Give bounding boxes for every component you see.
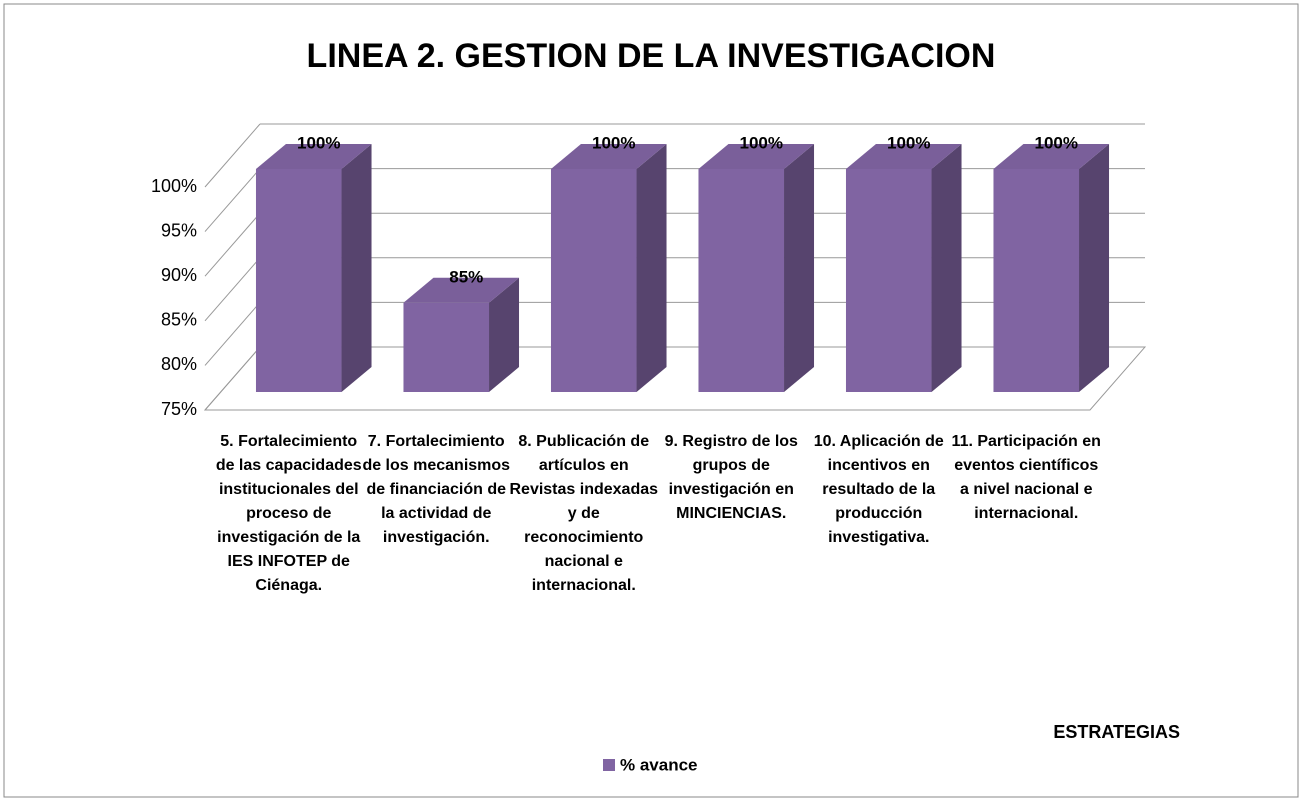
grid-line <box>204 123 261 188</box>
x-tick-label: 7. Fortalecimiento de los mecanismos de … <box>362 433 511 546</box>
bar-side <box>636 144 667 392</box>
bar-top <box>255 144 372 169</box>
bar-side <box>784 144 815 392</box>
bar-top <box>993 144 1110 169</box>
y-tick-label: 90% <box>161 265 197 285</box>
legend-label: % avance <box>620 755 698 774</box>
bar-top <box>698 144 815 169</box>
grid-line <box>204 302 261 366</box>
value-label: 100% <box>297 133 340 152</box>
bar <box>550 169 637 392</box>
bar-top <box>550 144 667 169</box>
frame <box>3 3 1299 798</box>
value-label: 100% <box>592 133 635 152</box>
bar <box>993 169 1080 392</box>
y-tick-label: 80% <box>161 354 197 374</box>
y-tick-label: 85% <box>161 310 197 330</box>
x-tick-label: 9. Registro de los grupos de investigaci… <box>664 433 798 522</box>
x-axis-title: ESTRATEGIAS <box>1053 722 1180 742</box>
grid-line <box>204 257 261 322</box>
grid-line <box>204 346 261 411</box>
value-label: 100% <box>887 133 930 152</box>
bar-side <box>341 144 372 392</box>
bar-side <box>1079 144 1110 392</box>
y-tick-label: 75% <box>161 399 197 419</box>
x-tick-label: 10. Aplicación de incentivos en resultad… <box>813 433 944 546</box>
y-tick-label: 95% <box>161 220 197 240</box>
bar <box>255 169 342 392</box>
bar-side <box>931 144 962 392</box>
bar-top <box>845 144 962 169</box>
chart-title: LINEA 2. GESTION DE LA INVESTIGACION <box>307 37 996 75</box>
legend-swatch <box>603 759 615 771</box>
value-label: 85% <box>449 267 483 286</box>
x-tick-label: 11. Participación en eventos científicos… <box>951 433 1101 522</box>
grid-line <box>204 168 261 232</box>
value-label: 100% <box>740 133 783 152</box>
grid-line <box>204 212 261 277</box>
y-tick-label: 100% <box>151 176 197 196</box>
bar <box>698 169 785 392</box>
bar <box>403 302 490 392</box>
x-tick-label: 8. Publicación de artículos en Revistas … <box>509 433 659 594</box>
x-tick-label: 5. Fortalecimiento de las capacidades in… <box>215 433 362 594</box>
bar-side <box>489 277 520 392</box>
bar-top <box>403 277 520 303</box>
value-label: 100% <box>1035 133 1078 152</box>
bar <box>845 169 932 392</box>
